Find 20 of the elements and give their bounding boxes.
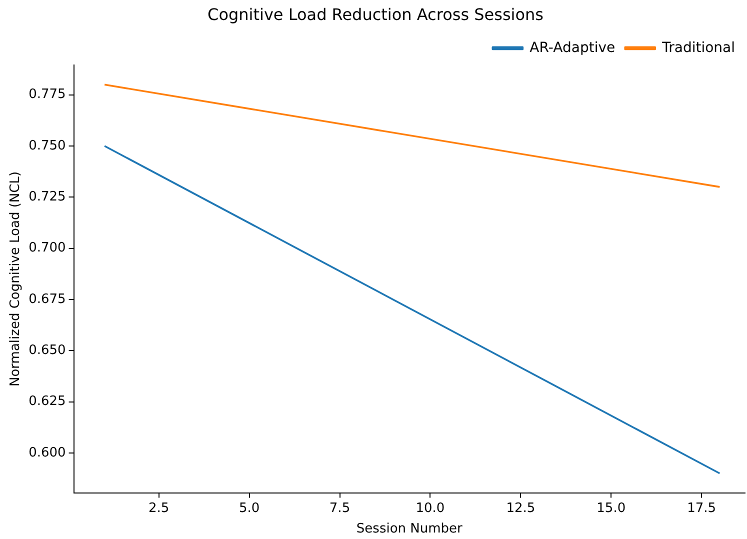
y-tick-label: 0.650 [28,342,66,358]
y-tick-label: 0.625 [28,394,66,410]
x-axis-title: Session Number [356,522,464,537]
y-tick-label: 0.600 [28,445,66,460]
y-tick-label: 0.775 [28,87,66,102]
x-tick-label: 17.5 [687,500,716,516]
x-tick-label: 12.5 [506,500,536,516]
x-tick-label: 10.0 [416,500,445,516]
x-tick-label: 2.5 [148,500,170,516]
y-tick-label: 0.750 [28,138,66,154]
x-tick-label: 5.0 [238,500,260,516]
chart-title: Cognitive Load Reduction Across Sessions [208,4,544,24]
y-tick-label: 0.725 [28,190,66,205]
legend-label: AR-Adaptive [530,40,616,56]
x-tick-label: 15.0 [596,500,626,516]
y-tick-label: 0.700 [28,240,66,256]
x-tick-label: 7.5 [329,500,350,516]
legend-label: Traditional [661,40,736,56]
y-axis-title: Normalized Cognitive Load (NCL) [8,171,24,387]
y-tick-label: 0.675 [28,292,66,307]
